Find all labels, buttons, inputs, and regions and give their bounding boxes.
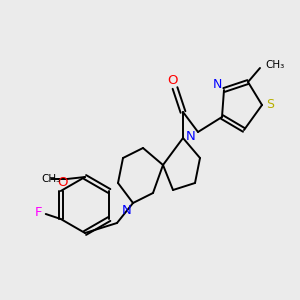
Text: O: O: [57, 176, 67, 188]
Text: CH₃: CH₃: [41, 174, 60, 184]
Text: CH₃: CH₃: [265, 60, 284, 70]
Text: N: N: [212, 79, 222, 92]
Text: F: F: [35, 206, 43, 218]
Text: N: N: [122, 205, 132, 218]
Text: S: S: [266, 98, 274, 112]
Text: N: N: [186, 130, 196, 143]
Text: O: O: [168, 74, 178, 86]
